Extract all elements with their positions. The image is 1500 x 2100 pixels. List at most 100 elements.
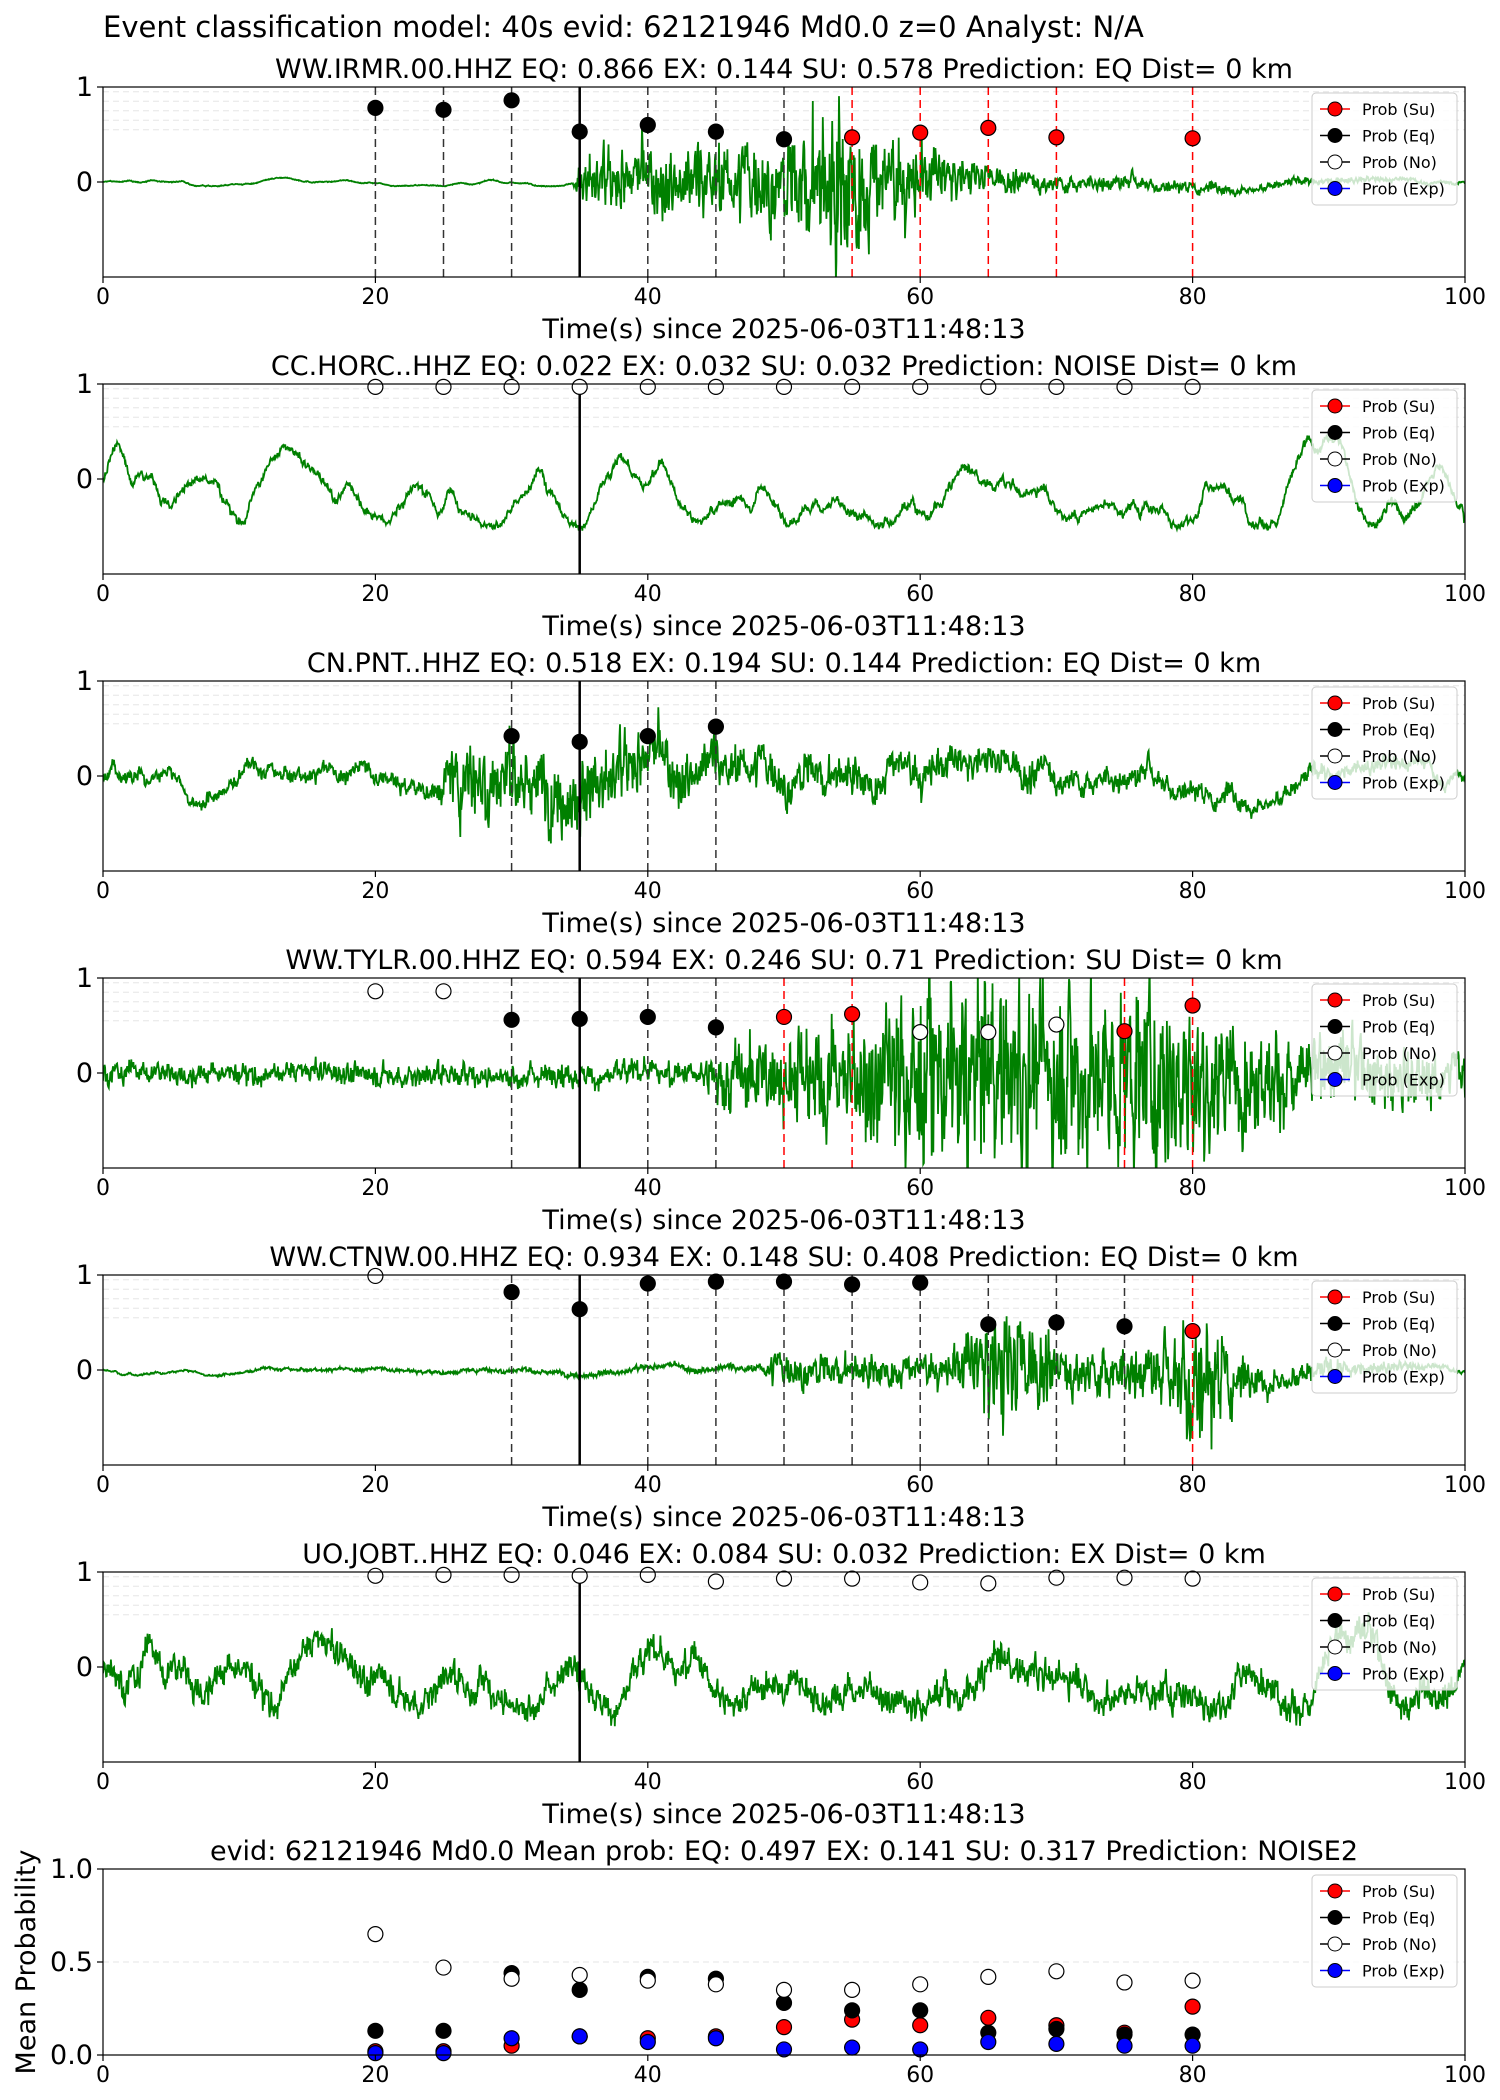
marker-eq <box>707 1273 725 1290</box>
marker-eq <box>367 99 384 117</box>
marker-no <box>639 1566 656 1583</box>
marker-eq <box>503 727 520 745</box>
x-tick-label: 60 <box>906 1473 934 1498</box>
legend-label-no: Prob (No) <box>1362 1341 1437 1360</box>
legend-marker-eq <box>1327 1019 1343 1034</box>
x-tick-label: 80 <box>1179 285 1207 310</box>
y-tick-label: 1.0 <box>50 1854 93 1885</box>
legend-label-no: Prob (No) <box>1362 1638 1437 1657</box>
x-tick-label: 20 <box>361 1176 389 1201</box>
marker-su <box>1048 129 1065 146</box>
marker-no <box>1184 1570 1201 1587</box>
marker-su <box>843 1005 861 1023</box>
marker-no <box>435 1566 452 1583</box>
marker-no <box>367 378 384 395</box>
legend-marker-su <box>1327 398 1343 414</box>
x-tick-label: 0 <box>96 1473 110 1498</box>
waveform-trace <box>103 707 1465 844</box>
legend-marker-exp <box>1327 1963 1343 1978</box>
legend-marker-su <box>1327 1289 1343 1305</box>
legend-marker-eq <box>1327 1316 1343 1331</box>
marker-no <box>775 1570 793 1587</box>
marker-no <box>1048 1963 1065 1980</box>
legend-marker-eq <box>1327 425 1343 440</box>
legend-label-su: Prob (Su) <box>1362 1288 1435 1307</box>
y-tick-label: 0 <box>76 1058 93 1089</box>
y-tick-label: 0 <box>76 761 93 792</box>
panel-1: 0 20 40 60 80 100 0 1 WW.IRMR.00.HHZ EQ: 0.866 E… <box>76 54 1486 345</box>
panel-title: CN.PNT..HHZ EQ: 0.518 EX: 0.194 SU: 0.14… <box>307 648 1261 679</box>
marker-no <box>912 1024 929 1041</box>
legend-label-no: Prob (No) <box>1362 1935 1437 1954</box>
legend-marker-no <box>1327 1639 1343 1655</box>
marker-eq <box>775 1273 793 1290</box>
x-tick-label: 60 <box>906 582 934 607</box>
legend-marker-su <box>1327 695 1343 711</box>
marker-eq <box>980 1316 997 1333</box>
marker-eq <box>775 131 793 148</box>
y-tick-label: 1 <box>76 666 93 697</box>
marker-eq <box>367 2022 384 2039</box>
x-tick-label: 60 <box>906 2063 934 2088</box>
marker-eq <box>912 1274 929 1291</box>
panel-title: CC.HORC..HHZ EQ: 0.022 EX: 0.032 SU: 0.0… <box>271 351 1297 382</box>
legend-marker-exp <box>1327 478 1343 493</box>
marker-su <box>912 2017 929 2034</box>
x-axis-label: Time(s) since 2025-06-03T11:48:13 <box>541 1205 1025 1236</box>
marker-no <box>843 1981 861 1999</box>
marker-no <box>1116 1569 1133 1586</box>
x-tick-label: 40 <box>634 2063 662 2088</box>
y-tick-label: 1 <box>76 963 93 994</box>
legend-label-exp: Prob (Exp) <box>1362 1962 1445 1981</box>
marker-eq <box>1048 2020 1065 2038</box>
legend-label-no: Prob (No) <box>1362 747 1437 766</box>
y-tick-label: 0 <box>76 1652 93 1683</box>
legend-label-exp: Prob (Exp) <box>1362 1071 1445 1090</box>
marker-no <box>980 378 997 395</box>
marker-no <box>1116 1974 1133 1991</box>
marker-no <box>435 983 452 1000</box>
marker-no <box>571 1966 588 1984</box>
marker-eq <box>1116 1318 1133 1335</box>
marker-exp <box>775 2041 793 2058</box>
marker-no <box>571 378 588 395</box>
marker-exp <box>571 2028 588 2045</box>
x-tick-label: 100 <box>1444 285 1486 310</box>
marker-su <box>1184 997 1201 1014</box>
x-tick-label: 0 <box>96 1770 110 1795</box>
legend-label-eq: Prob (Eq) <box>1362 424 1435 443</box>
marker-su <box>843 129 861 146</box>
legend-marker-eq <box>1327 1910 1343 1925</box>
legend-marker-exp <box>1327 1666 1343 1681</box>
marker-no <box>367 983 384 1000</box>
marker-su <box>1116 1023 1133 1040</box>
legend-label-eq: Prob (Eq) <box>1362 1018 1435 1037</box>
legend-label-su: Prob (Su) <box>1362 1882 1435 1901</box>
marker-eq <box>639 116 656 134</box>
x-tick-label: 100 <box>1444 879 1486 904</box>
legend-marker-no <box>1327 451 1343 467</box>
x-tick-label: 0 <box>96 1176 110 1201</box>
x-tick-label: 0 <box>96 285 110 310</box>
x-tick-label: 60 <box>906 1176 934 1201</box>
marker-no <box>367 1567 384 1584</box>
x-tick-label: 80 <box>1179 1473 1207 1498</box>
marker-no <box>367 1267 384 1285</box>
marker-no <box>775 378 793 395</box>
marker-su <box>1184 1322 1201 1340</box>
marker-exp <box>435 2045 452 2062</box>
marker-su <box>1184 1998 1201 2015</box>
marker-eq <box>707 123 725 140</box>
marker-no <box>1184 1972 1201 1989</box>
x-tick-label: 20 <box>361 879 389 904</box>
legend-label-eq: Prob (Eq) <box>1362 721 1435 740</box>
marker-eq <box>435 101 452 118</box>
legend-marker-eq <box>1327 722 1343 737</box>
x-tick-label: 100 <box>1444 1473 1486 1498</box>
legend-marker-exp <box>1327 775 1343 790</box>
x-tick-label: 100 <box>1444 582 1486 607</box>
legend-marker-exp <box>1327 181 1343 196</box>
x-axis-label: Time(s) since 2025-06-03T11:48:13 <box>541 611 1025 642</box>
x-tick-label: 80 <box>1179 2063 1207 2088</box>
y-axis-label: Mean Probability <box>11 1850 42 2075</box>
